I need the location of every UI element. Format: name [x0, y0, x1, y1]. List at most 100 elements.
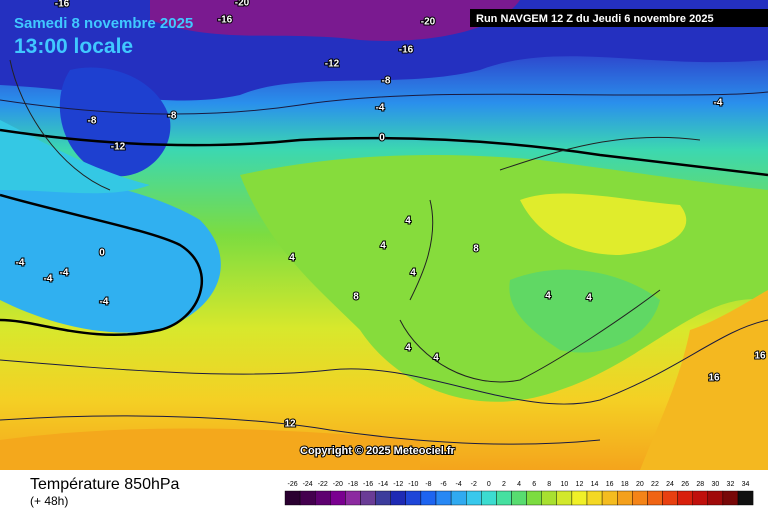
scale-label: -4	[456, 481, 462, 488]
scale-label: 6	[532, 481, 536, 488]
scale-label: 4	[517, 481, 521, 488]
scale-swatch	[601, 490, 618, 506]
contour-label: -16	[399, 45, 414, 56]
scale-swatch	[360, 490, 376, 506]
scale-swatch	[375, 490, 391, 506]
contour-label: 4	[586, 293, 592, 304]
scale-swatch	[299, 490, 316, 506]
scale-swatch	[330, 490, 346, 506]
footer-lead: (+ 48h)	[30, 494, 68, 508]
contour-label: -20	[235, 0, 250, 9]
scale-swatch	[435, 490, 452, 506]
scale-label: 2	[502, 481, 506, 488]
contour-label: -8	[168, 111, 177, 122]
scale-swatch	[541, 490, 558, 506]
contour-label: 0	[99, 248, 105, 259]
scale-swatch	[632, 490, 648, 506]
contour-label: 4	[380, 241, 386, 252]
contour-label: 4	[289, 253, 295, 264]
scale-swatch	[737, 490, 754, 506]
contour-label: 16	[708, 373, 720, 384]
contour-label: -12	[111, 142, 126, 153]
scale-label: 12	[576, 481, 584, 488]
scale-label: -22	[318, 481, 328, 488]
scale-swatch	[571, 490, 588, 506]
contour-label: 8	[473, 244, 479, 255]
contour-label: 4	[405, 343, 411, 354]
contour-label: 4	[545, 291, 551, 302]
contour-label: -8	[88, 116, 97, 127]
contour-label: 12	[284, 419, 296, 430]
contour-label: -4	[100, 297, 109, 308]
scale-label: -6	[440, 481, 446, 488]
scale-swatch	[466, 490, 482, 506]
contour-label: -16	[218, 15, 233, 26]
scale-swatch	[692, 490, 709, 506]
color-scale: -26 -24 -22 -20 -18 -16 -14 -12 -10 -8 -6 -4 -2 0 2 4 6 8…	[284, 481, 754, 506]
contour-label: 4	[433, 353, 439, 364]
contour-label: -4	[44, 274, 53, 285]
scale-swatch	[677, 490, 693, 506]
contour-label: 4	[405, 216, 411, 227]
copyright: Copyright © 2025 Meteociel.fr	[300, 445, 456, 457]
contour-label: -4	[60, 268, 69, 279]
contour-label: -4	[16, 258, 25, 269]
scale-label: 22	[651, 481, 659, 488]
scale-swatch	[647, 490, 663, 506]
scale-label: -10	[408, 481, 418, 488]
scale-swatch	[617, 490, 633, 506]
scale-label: 10	[560, 481, 568, 488]
scale-label: -14	[378, 481, 388, 488]
scale-swatch	[284, 490, 301, 506]
scale-swatch	[481, 490, 497, 506]
scale-label: 20	[636, 481, 644, 488]
contour-label: 0	[379, 133, 385, 144]
scale-label: 30	[711, 481, 719, 488]
footer-title: Température 850hPa	[30, 476, 180, 493]
scale-swatch	[511, 490, 527, 506]
scale-swatch	[586, 490, 603, 506]
scale-label: -16	[363, 481, 373, 488]
scale-label: 18	[621, 481, 629, 488]
scale-label: -20	[333, 481, 343, 488]
contour-label: -12	[325, 59, 340, 70]
scale-swatch	[526, 490, 542, 506]
scale-swatch	[450, 490, 467, 506]
scale-label: 8	[547, 481, 551, 488]
scale-label: -24	[303, 481, 313, 488]
scale-label: -18	[348, 481, 358, 488]
contour-label: -4	[714, 98, 723, 109]
run-info: Run NAVGEM 12 Z du Jeudi 6 novembre 2025	[476, 13, 714, 25]
contour-label: -20	[421, 17, 436, 28]
contour-label: 4	[410, 268, 416, 279]
scale-swatch	[345, 490, 361, 506]
scale-label: 24	[666, 481, 674, 488]
scale-label: -2	[471, 481, 477, 488]
scale-swatch	[556, 490, 573, 506]
scale-label: 14	[591, 481, 599, 488]
scale-label: 0	[487, 481, 491, 488]
scale-label: -12	[393, 481, 403, 488]
scale-label: 32	[727, 481, 735, 488]
contour-label: -8	[382, 76, 391, 87]
valid-time: 13:00 locale	[14, 35, 133, 58]
field	[0, 0, 768, 470]
contour-label: 16	[754, 351, 766, 362]
scale-swatch	[662, 490, 678, 506]
scale-label: -26	[287, 481, 297, 488]
scale-label: -8	[425, 481, 431, 488]
scale-swatch	[707, 490, 724, 506]
valid-date: Samedi 8 novembre 2025	[14, 15, 193, 32]
scale-swatch	[390, 490, 407, 506]
scale-swatch	[315, 490, 331, 506]
scale-label: 34	[742, 481, 750, 488]
contour-label: -4	[376, 103, 385, 114]
scale-label: 16	[606, 481, 614, 488]
scale-swatch	[420, 490, 437, 506]
scale-label: 26	[681, 481, 689, 488]
contour-label: -16	[55, 0, 70, 10]
scale-swatch	[722, 490, 739, 506]
scale-swatch	[496, 490, 512, 506]
